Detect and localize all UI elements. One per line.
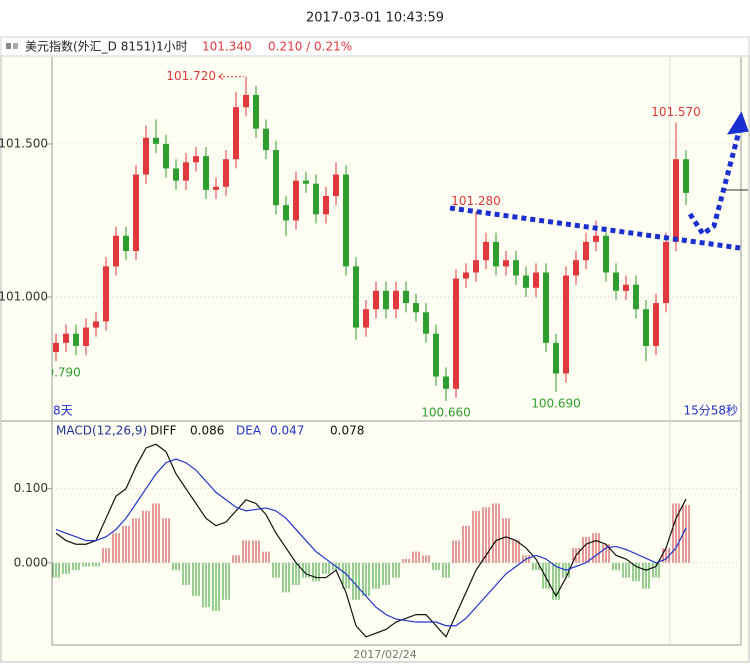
- candle-body: [333, 174, 339, 196]
- candle-body: [353, 266, 359, 328]
- change: 0.210 / 0.21%: [268, 40, 352, 54]
- y-tick-label: 101.000: [0, 289, 48, 303]
- candle-body: [293, 180, 299, 221]
- candle-body: [403, 290, 409, 304]
- diff-value: 0.086: [190, 424, 224, 438]
- candle-body: [493, 241, 499, 267]
- candle-body: [253, 94, 259, 129]
- candle-body: [373, 290, 379, 310]
- candle-body: [273, 150, 279, 206]
- candle-body: [473, 260, 479, 273]
- candle-body: [103, 266, 109, 322]
- candle-body: [163, 143, 169, 169]
- legend-dea: DEA: [236, 424, 262, 438]
- macd-line: [55, 458, 687, 627]
- annotation: 101.570: [651, 105, 701, 119]
- candle-body: [263, 128, 269, 151]
- legend-diff: DIFF: [150, 424, 177, 438]
- candle-body: [443, 376, 449, 389]
- macd-panel: [52, 443, 741, 638]
- candle-body: [223, 159, 229, 187]
- candle-body: [153, 137, 159, 144]
- candle-body: [203, 156, 209, 190]
- candle-body: [313, 183, 319, 215]
- candle-body: [53, 342, 59, 353]
- candle-body: [533, 272, 539, 288]
- annotation: 100.660: [421, 406, 471, 420]
- candle-body: [413, 303, 419, 313]
- candle-body: [343, 174, 349, 267]
- candle-body: [173, 168, 179, 181]
- header-bar: [0, 36, 750, 57]
- candle-body: [583, 241, 589, 261]
- candle-body: [133, 174, 139, 252]
- candle-body: [453, 278, 459, 389]
- candle-body: [553, 342, 559, 374]
- candle-body: [423, 312, 429, 334]
- candle-body: [213, 186, 219, 190]
- macd-value: 0.078: [330, 424, 364, 438]
- annotation: 101.280: [451, 194, 501, 208]
- left-note: 8天: [53, 404, 73, 418]
- chart-frame: [0, 36, 750, 663]
- candle-body: [73, 333, 79, 346]
- macd-label: MACD(12,26,9): [56, 424, 147, 438]
- candle-body: [393, 290, 399, 310]
- candle-body: [113, 235, 119, 267]
- candle-body: [123, 235, 129, 252]
- candle-body: [663, 241, 669, 304]
- candle-body: [383, 290, 389, 310]
- axes: 101.500 101.000 0.100 0.000: [0, 136, 52, 569]
- candle-body: [543, 272, 549, 343]
- candle-body: [513, 260, 519, 276]
- candle-body: [633, 284, 639, 310]
- candle-body: [463, 272, 469, 279]
- candle-body: [63, 333, 69, 343]
- candle-body: [613, 272, 619, 291]
- candle-body: [503, 260, 509, 267]
- candle-body: [323, 195, 329, 215]
- candle-body: [523, 275, 529, 288]
- price: 101.340: [202, 40, 252, 54]
- candle-body: [93, 321, 99, 328]
- candle-body: [483, 241, 489, 261]
- candle-body: [593, 235, 599, 242]
- candle-body: [143, 137, 149, 175]
- candle-body: [603, 235, 609, 273]
- candle-body: [303, 180, 309, 184]
- candle-body: [183, 162, 189, 181]
- annotation: 100.690: [531, 396, 581, 410]
- candle-body: [233, 107, 239, 160]
- price-panel: 101.720 101.570 101.280 100.790 100.660 100.6…: [31, 69, 741, 420]
- annotation: 100.790: [31, 366, 81, 380]
- trend-annotation: [449, 134, 741, 251]
- title: 2017-03-01 10:43:59: [306, 11, 444, 26]
- candle-body: [563, 275, 569, 374]
- header-icon: [6, 43, 18, 49]
- date-label: 2017/02/24: [353, 648, 416, 661]
- candle-body: [83, 327, 89, 346]
- y-tick-label: 101.500: [0, 136, 48, 150]
- annotation: 101.720: [166, 69, 216, 83]
- right-note: 15分58秒: [683, 404, 738, 418]
- symbol: 美元指数(外汇_D 8151)1小时: [25, 39, 188, 54]
- dea-value: 0.047: [270, 424, 304, 438]
- arrow-head: [727, 111, 749, 135]
- candle-body: [243, 94, 249, 108]
- candle-body: [573, 260, 579, 276]
- candle-body: [623, 284, 629, 291]
- candle-body: [363, 309, 369, 328]
- candle-body: [683, 159, 689, 193]
- annotation-pointer: [218, 73, 224, 80]
- candle-body: [673, 159, 679, 242]
- candle-body: [653, 303, 659, 346]
- macd-line: [55, 443, 687, 638]
- candle-body: [643, 309, 649, 346]
- y-tick-label: 0.100: [14, 481, 48, 495]
- candle-body: [433, 333, 439, 377]
- candle-body: [283, 205, 289, 221]
- y-tick-label: 0.000: [14, 555, 48, 569]
- candle-body: [193, 156, 199, 163]
